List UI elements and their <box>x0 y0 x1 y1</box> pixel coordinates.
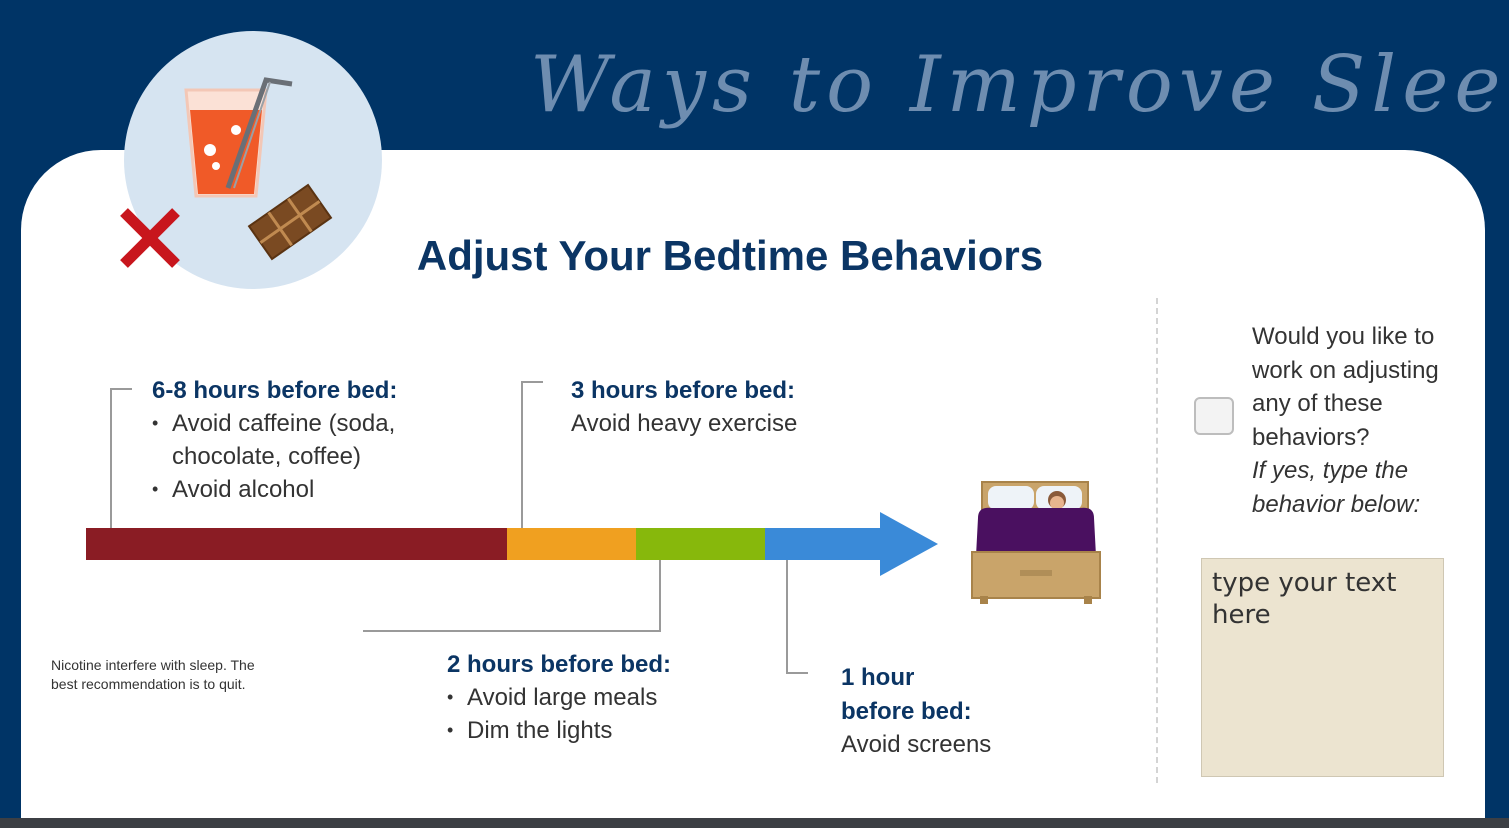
timeline-arrowhead <box>880 512 938 576</box>
nicotine-note: Nicotine interfere with sleep. The best … <box>51 656 311 694</box>
list-item-text: Dim the lights <box>467 717 613 744</box>
timeline-segment-3h <box>507 528 636 560</box>
list-item: • Dim the lights <box>447 714 671 747</box>
bed-icon <box>971 481 1101 604</box>
adjust-question-text: Would you like to work on adjusting any … <box>1252 323 1439 451</box>
connector-3h <box>521 381 523 528</box>
connector-3h-tick <box>521 381 543 383</box>
chocolate-icon <box>247 183 333 261</box>
connector-1h <box>786 560 788 674</box>
step-1h-label-line2: before bed: <box>841 697 972 725</box>
connector-6-8h-tick <box>110 388 132 390</box>
list-item-text: chocolate, coffee) <box>172 443 362 470</box>
step-1h-text: Avoid screens <box>841 731 992 758</box>
adjust-behavior-checkbox[interactable] <box>1194 397 1234 435</box>
step-2h: 2 hours before bed: • Avoid large meals •… <box>447 648 671 747</box>
behavior-text-input[interactable]: type your text here <box>1201 558 1444 777</box>
step-3h-label: 3 hours before bed: <box>571 377 796 404</box>
list-item: • Avoid alcohol <box>152 473 397 506</box>
no-x-icon <box>120 208 180 268</box>
bottom-bar <box>0 818 1509 828</box>
main-heading: Adjust Your Bedtime Behaviors <box>416 232 1044 279</box>
nicotine-note-line2: best recommendation is to quit. <box>51 676 246 692</box>
step-6-8h: 6-8 hours before bed: • Avoid caffeine (s… <box>152 374 397 506</box>
list-item: • Avoid large meals <box>447 681 671 714</box>
step-2h-label: 2 hours before bed: <box>447 651 672 678</box>
timeline-segment-2h <box>636 528 765 560</box>
step-6-8h-label: 6-8 hours before bed: <box>152 377 398 404</box>
banner-title: Ways to Improve Sleep <box>530 40 1509 130</box>
step-1h-label-line1: 1 hour <box>841 664 915 691</box>
step-1h: 1 hour before bed: Avoid screens <box>841 661 991 762</box>
connector-6-8h <box>110 388 112 528</box>
connector-2h-tick <box>363 630 661 632</box>
connector-2h <box>659 560 661 632</box>
step-3h: 3 hours before bed: Avoid heavy exercise <box>571 374 797 440</box>
list-item: chocolate, coffee) <box>152 440 397 473</box>
timeline-segment-1h <box>765 528 881 560</box>
connector-1h-tick <box>786 672 808 674</box>
adjust-question: Would you like to work on adjusting any … <box>1252 320 1472 521</box>
list-item-text: Avoid alcohol <box>172 476 315 503</box>
drink-icon <box>120 77 333 268</box>
adjust-question-instruction: If yes, type the behavior below: <box>1252 457 1421 518</box>
list-item-text: Avoid large meals <box>467 684 658 711</box>
step-3h-text: Avoid heavy exercise <box>571 410 798 437</box>
panel-divider <box>1156 298 1158 783</box>
list-item-text: Avoid caffeine (soda, <box>172 410 396 437</box>
timeline-segment-6-8h <box>86 528 507 560</box>
nicotine-note-line1: Nicotine interfere with sleep. The <box>51 657 255 673</box>
list-item: • Avoid caffeine (soda, <box>152 407 397 440</box>
